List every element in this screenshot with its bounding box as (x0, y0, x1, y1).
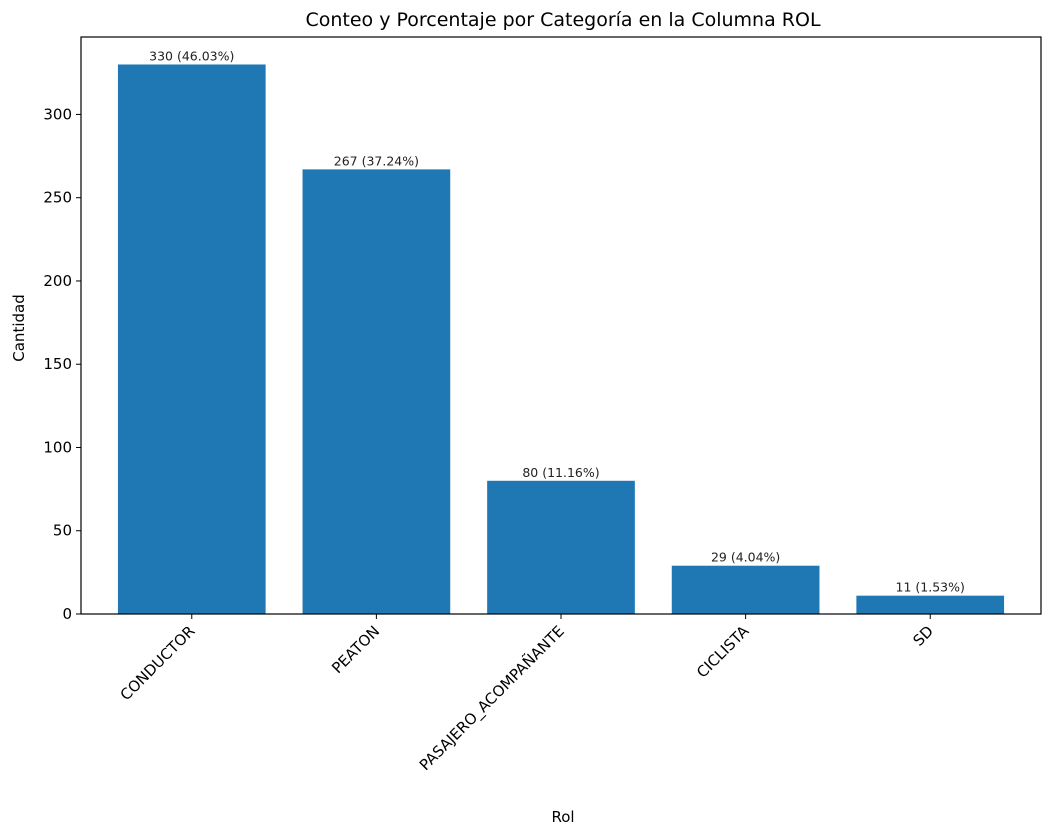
bar-value-label: 29 (4.04%) (711, 550, 780, 565)
y-tick-label: 100 (43, 438, 72, 456)
x-tick-label: CONDUCTOR (117, 622, 199, 704)
bar-value-label: 11 (1.53%) (896, 580, 965, 595)
bar-value-label: 267 (37.24%) (334, 153, 419, 168)
x-axis-ticks: CONDUCTOR PEATON PASAJERO_ACOMPAÑANTE CICLI… (117, 614, 937, 775)
y-tick-label: 50 (53, 522, 72, 540)
y-tick-label: 250 (43, 189, 72, 207)
x-tick-label: SD (909, 622, 937, 650)
y-tick-label: 0 (62, 605, 72, 623)
bar-pasajero_acompañante (487, 480, 635, 614)
x-tick-label: PEATON (328, 622, 383, 677)
data-labels-group: 330 (46.03%) 267 (37.24%) 80 (11.16%) 29 (4… (149, 48, 965, 594)
bar-value-label: 80 (11.16%) (522, 465, 599, 480)
bar-ciclista (671, 565, 820, 614)
plot-frame (80, 36, 1042, 615)
y-tick-label: 300 (43, 105, 72, 123)
y-axis-label: Cantidad (10, 294, 28, 361)
x-tick-label: CICLISTA (693, 622, 753, 682)
x-axis-label: Rol (551, 808, 574, 826)
y-tick-label: 200 (43, 272, 72, 290)
x-tick-label: PASAJERO_ACOMPAÑANTE (415, 621, 568, 774)
y-tick-label: 150 (43, 355, 72, 373)
bar-conductor (117, 64, 266, 614)
y-axis-ticks: 0 50 100 150 200 250 300 (43, 105, 81, 623)
bar-value-label: 330 (46.03%) (149, 48, 234, 63)
bar-sd (856, 595, 1005, 614)
bars-group (117, 64, 1005, 614)
chart-title: Conteo y Porcentaje por Categoría en la … (305, 9, 820, 31)
bar-peaton (302, 169, 451, 614)
